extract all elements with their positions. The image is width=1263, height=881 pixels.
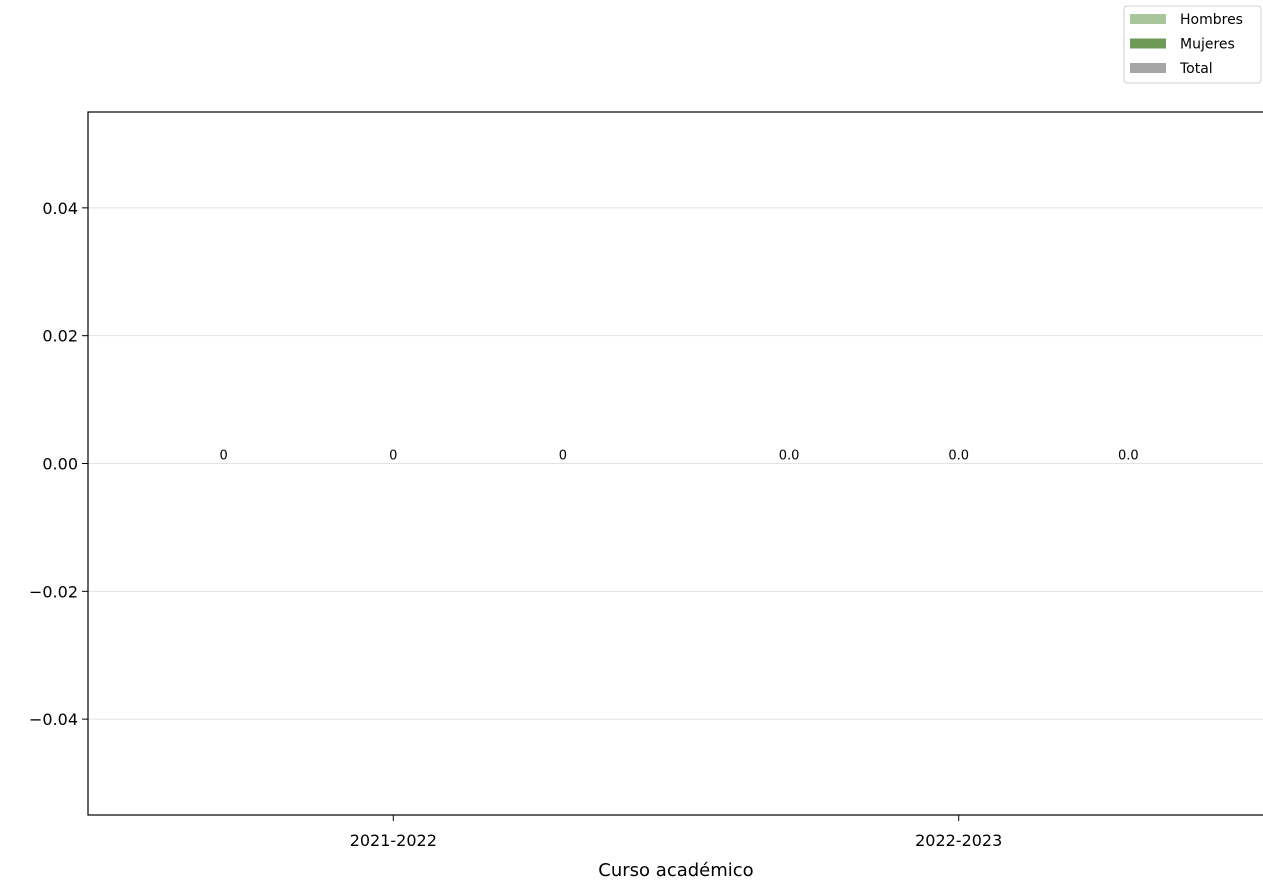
y-tick-label: −0.04 (29, 710, 78, 729)
bar-value-label: 0 (559, 449, 567, 464)
y-tick-label: 0.04 (42, 199, 78, 218)
grid-lines (88, 207, 1263, 720)
bar-value-label: 0 (220, 449, 228, 464)
y-axis-ticks: −0.04 −0.02 0.00 0.02 0.04 (29, 199, 88, 729)
legend-label-total: Total (1179, 61, 1213, 77)
x-tick-label: 2021-2022 (350, 831, 437, 850)
bar-value-label: 0.0 (779, 449, 800, 464)
legend-label-mujeres: Mujeres (1180, 37, 1235, 53)
x-tick-label: 2022-2023 (915, 831, 1002, 850)
y-tick-label: −0.02 (29, 582, 78, 601)
x-axis-ticks: 2021-2022 2022-2023 (350, 815, 1002, 850)
bar-value-label: 0 (389, 449, 397, 464)
y-tick-label: 0.02 (42, 327, 78, 346)
legend-swatch-mujeres (1130, 38, 1166, 49)
x-axis-label: Curso académico (598, 860, 753, 881)
legend-swatch-hombres (1130, 14, 1166, 24)
legend-swatch-total (1130, 63, 1166, 73)
data-labels: 0 0.0 0 0.0 0 0.0 (220, 449, 1139, 464)
legend: Hombres Mujeres Total (1123, 5, 1262, 84)
legend-label-hombres: Hombres (1180, 12, 1243, 28)
bar-value-label: 0.0 (1118, 449, 1139, 464)
y-tick-label: 0.00 (42, 455, 78, 474)
bar-value-label: 0.0 (948, 449, 969, 464)
